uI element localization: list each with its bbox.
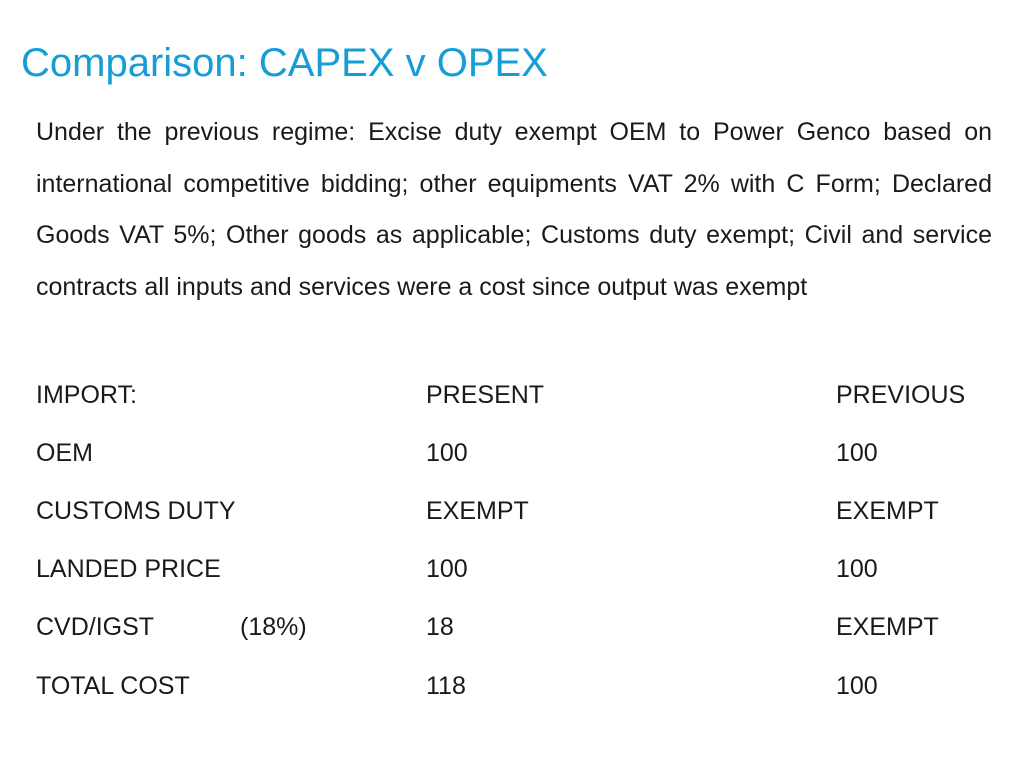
row-present-cvd-igst: 18 — [426, 613, 454, 642]
row-present-customs-duty: EXEMPT — [426, 496, 529, 525]
row-label-oem: OEM — [36, 438, 93, 467]
header-previous: PREVIOUS — [836, 380, 966, 409]
cost-comparison-table: IMPORT: PRESENT PREVIOUS OEM 100 100 CUS… — [36, 366, 1006, 715]
row-previous-oem: 100 — [836, 438, 878, 467]
row-label-landed-price: LANDED PRICE — [36, 555, 221, 584]
table-row-customs-duty: CUSTOMS DUTY EXEMPT EXEMPT — [36, 482, 1006, 540]
row-label-customs-duty: CUSTOMS DUTY — [36, 496, 236, 525]
row-present-total-cost: 118 — [426, 671, 466, 700]
row-item-cell-cvd-igst: CVD/IGST (18%) — [36, 599, 426, 657]
intro-paragraph: Under the previous regime: Excise duty e… — [36, 118, 992, 301]
slide-title: Comparison: CAPEX v OPEX — [21, 41, 548, 85]
row-previous-customs-duty: EXEMPT — [836, 496, 939, 525]
row-label-total-cost: TOTAL COST — [36, 671, 190, 700]
header-present: PRESENT — [426, 380, 545, 409]
row-previous-cvd-igst: EXEMPT — [836, 613, 939, 642]
table-row-oem: OEM 100 100 — [36, 424, 1006, 482]
row-present-oem: 100 — [426, 438, 468, 467]
table-row-landed-price: LANDED PRICE 100 100 — [36, 541, 1006, 599]
table-row-cvd-igst: CVD/IGST (18%) 18 EXEMPT — [36, 599, 1006, 657]
row-previous-landed-price: 100 — [836, 555, 878, 584]
row-rate-cvd-igst: (18%) — [240, 613, 307, 642]
header-import: IMPORT: — [36, 380, 137, 409]
row-label-cvd-igst: CVD/IGST — [36, 613, 155, 642]
table-row-total-cost: TOTAL COST 118 100 — [36, 657, 1006, 715]
table-header-row: IMPORT: PRESENT PREVIOUS — [36, 366, 1006, 424]
row-present-landed-price: 100 — [426, 555, 468, 584]
row-previous-total-cost: 100 — [836, 671, 878, 700]
